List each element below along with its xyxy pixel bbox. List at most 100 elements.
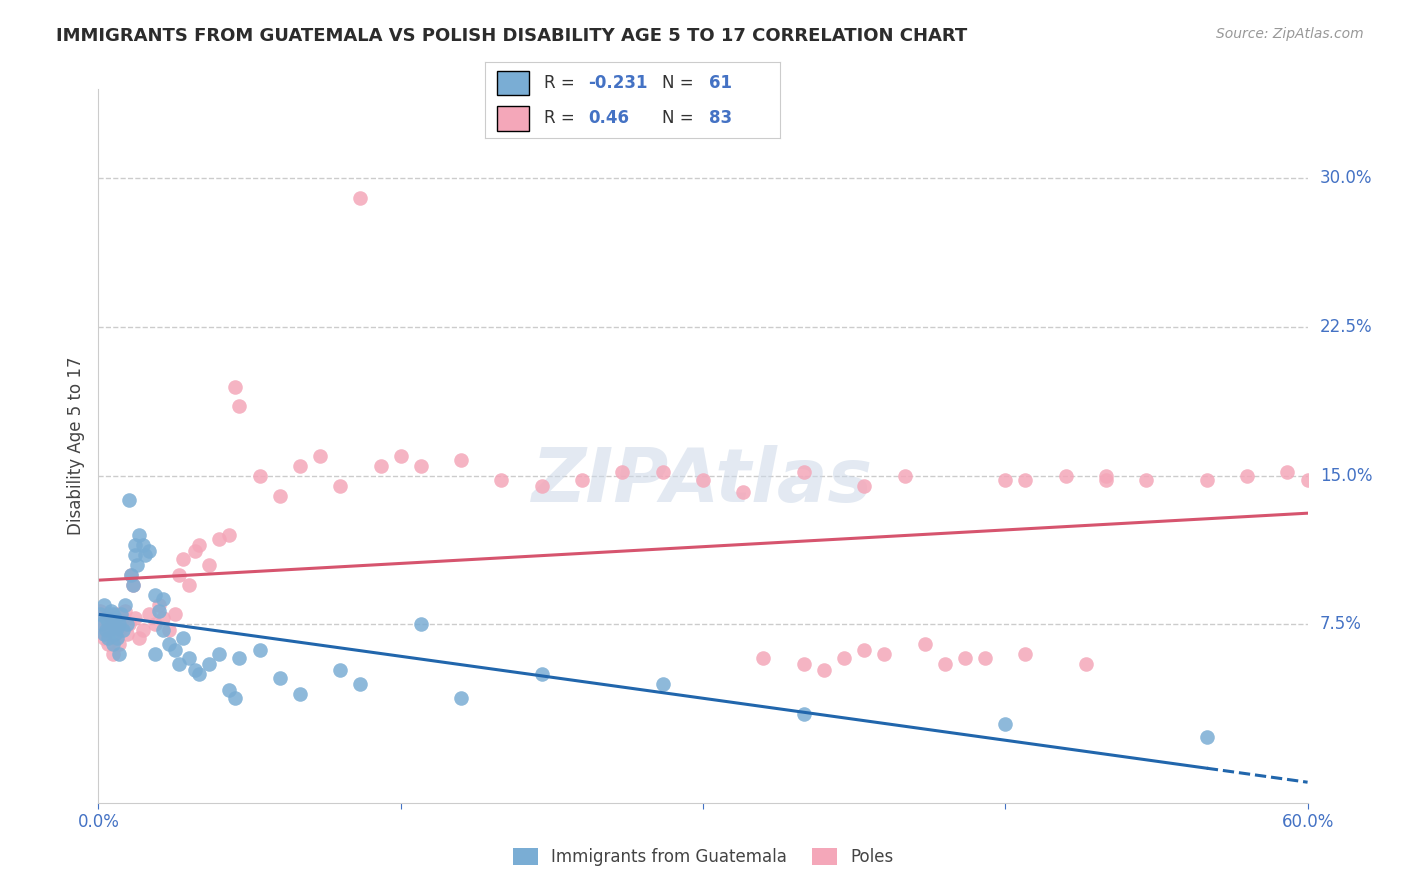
Point xyxy=(914,637,936,651)
Point xyxy=(752,651,775,665)
Point xyxy=(370,458,392,473)
Point xyxy=(208,532,231,546)
Point xyxy=(107,647,129,661)
Point xyxy=(409,617,432,632)
Point xyxy=(813,663,835,677)
Point xyxy=(101,621,124,635)
Text: IMMIGRANTS FROM GUATEMALA VS POLISH DISABILITY AGE 5 TO 17 CORRELATION CHART: IMMIGRANTS FROM GUATEMALA VS POLISH DISA… xyxy=(56,27,967,45)
Point xyxy=(110,617,132,632)
Point xyxy=(115,627,138,641)
Point xyxy=(134,548,156,562)
Point xyxy=(198,657,221,671)
Point xyxy=(101,617,124,632)
Point xyxy=(793,657,815,671)
Point xyxy=(571,473,593,487)
Point xyxy=(96,624,118,638)
Point xyxy=(157,637,180,651)
Point xyxy=(103,632,125,646)
Y-axis label: Disability Age 5 to 17: Disability Age 5 to 17 xyxy=(66,357,84,535)
Text: Source: ZipAtlas.com: Source: ZipAtlas.com xyxy=(1216,27,1364,41)
Point xyxy=(1236,468,1258,483)
Point xyxy=(128,632,150,646)
Point xyxy=(409,458,432,473)
Point xyxy=(157,624,180,638)
Point xyxy=(329,478,352,492)
Text: ZIPAtlas: ZIPAtlas xyxy=(533,445,873,518)
Point xyxy=(143,647,166,661)
Point xyxy=(450,690,472,705)
Point xyxy=(1014,473,1036,487)
Point xyxy=(893,468,915,483)
Text: R =: R = xyxy=(544,74,581,92)
Point xyxy=(1195,731,1218,745)
Point xyxy=(832,651,855,665)
Text: 83: 83 xyxy=(710,109,733,127)
Point xyxy=(124,611,146,625)
Point xyxy=(208,647,231,661)
Point xyxy=(530,478,553,492)
Text: N =: N = xyxy=(662,74,699,92)
Point xyxy=(218,528,240,542)
Point xyxy=(118,617,141,632)
Point xyxy=(143,588,166,602)
Point xyxy=(1135,473,1157,487)
Point xyxy=(450,453,472,467)
Point xyxy=(994,716,1017,731)
Point xyxy=(184,663,207,677)
Point xyxy=(249,468,271,483)
Point xyxy=(224,379,246,393)
Point xyxy=(163,643,186,657)
Point xyxy=(188,667,211,681)
Point xyxy=(118,492,141,507)
Point xyxy=(148,603,170,617)
Point xyxy=(167,567,190,582)
Point xyxy=(138,544,160,558)
Point xyxy=(152,624,174,638)
Point xyxy=(612,465,634,479)
Point xyxy=(994,473,1017,487)
Point xyxy=(249,643,271,657)
Point xyxy=(1074,657,1097,671)
Point xyxy=(530,667,553,681)
Point xyxy=(97,615,120,630)
Point xyxy=(733,484,755,499)
Point xyxy=(1095,468,1118,483)
Text: 30.0%: 30.0% xyxy=(1320,169,1372,187)
Point xyxy=(132,538,155,552)
Point xyxy=(228,400,250,414)
Point xyxy=(793,706,815,721)
Point xyxy=(172,552,194,566)
Point xyxy=(105,621,128,635)
Point xyxy=(491,473,513,487)
Text: 0.46: 0.46 xyxy=(588,109,630,127)
Point xyxy=(179,578,201,592)
Text: -0.231: -0.231 xyxy=(588,74,648,92)
Point xyxy=(1296,473,1319,487)
Point xyxy=(115,617,138,632)
Point xyxy=(198,558,221,572)
Point xyxy=(89,603,111,617)
Point xyxy=(103,611,125,625)
Point xyxy=(93,627,115,641)
Point xyxy=(167,657,190,671)
Point xyxy=(269,489,291,503)
Point xyxy=(103,617,125,632)
Point xyxy=(105,607,128,622)
Point xyxy=(349,191,371,205)
Point xyxy=(111,611,134,625)
Point xyxy=(853,478,876,492)
Point xyxy=(100,611,122,625)
Point xyxy=(120,567,142,582)
Text: 22.5%: 22.5% xyxy=(1320,318,1372,336)
Text: 15.0%: 15.0% xyxy=(1320,467,1372,484)
Point xyxy=(128,528,150,542)
Point xyxy=(110,607,132,622)
Point xyxy=(114,598,136,612)
Point xyxy=(97,637,120,651)
Point xyxy=(793,465,815,479)
Point xyxy=(188,538,211,552)
Point xyxy=(100,603,122,617)
Point xyxy=(329,663,352,677)
Point xyxy=(132,624,155,638)
Point xyxy=(288,458,311,473)
